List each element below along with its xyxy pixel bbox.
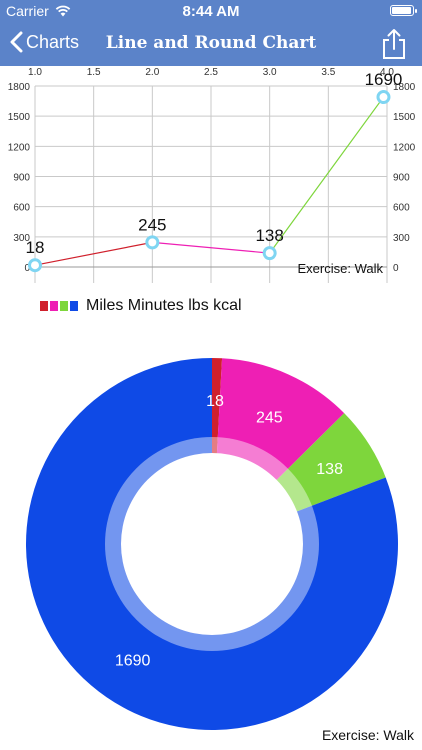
slice-label: 18: [206, 393, 224, 410]
x-tick-label: 1.0: [28, 67, 42, 78]
y-tick-label-left: 1800: [8, 82, 31, 93]
data-label: 1690: [365, 70, 403, 89]
data-point: [262, 246, 277, 261]
back-button-label: Charts: [26, 31, 80, 52]
y-tick-label-left: 600: [13, 203, 30, 214]
data-point: [145, 235, 160, 250]
y-tick-label-left: 1200: [8, 142, 31, 153]
line-segment: [269, 96, 384, 254]
slice-label: 138: [316, 461, 343, 478]
battery-fill: [392, 7, 411, 14]
chevron-left-icon: [10, 31, 23, 53]
line-chart: 1.0 1.5 2.0 2.5 3.0 3.5 4.0 0 0 300 300 600 600 900 90…: [8, 67, 416, 283]
y-tick-label-right: 1800: [393, 82, 416, 93]
line-segment: [34, 241, 153, 266]
data-label: 245: [138, 215, 166, 234]
share-icon[interactable]: [380, 28, 408, 60]
wifi-icon: [55, 5, 71, 17]
x-tick-label: 3.5: [321, 67, 335, 78]
battery-icon: [390, 5, 417, 16]
y-tick-label-right: 0: [393, 263, 399, 274]
page-title: Line and Round Chart: [105, 33, 317, 53]
y-tick-label-left: 0: [24, 263, 30, 274]
y-tick-label-right: 1500: [393, 112, 416, 123]
status-bar: Carrier 8:44 AM: [0, 0, 422, 22]
chart-annotation: Exercise: Walk: [322, 727, 415, 743]
navigation-bar: Charts Line and Round Chart: [0, 22, 422, 66]
legend-label: Miles Minutes lbs kcal: [86, 297, 242, 314]
carrier-label: Carrier: [6, 3, 49, 19]
y-tick-label-left: 1500: [8, 112, 31, 123]
carrier-indicator: Carrier: [6, 3, 71, 19]
data-label: 18: [26, 238, 45, 257]
slice-label: 1690: [115, 652, 151, 669]
line-segment: [152, 241, 270, 254]
legend-swatch-minutes: [50, 301, 58, 311]
data-point: [376, 90, 391, 105]
data-point: [28, 258, 42, 273]
legend-swatch-kcal: [70, 301, 78, 311]
status-time: 8:44 AM: [182, 3, 240, 20]
y-tick-label-right: 600: [393, 203, 410, 214]
x-tick-label: 2.5: [204, 67, 218, 78]
back-button[interactable]: Charts: [10, 31, 79, 53]
donut-hole: [121, 453, 303, 635]
chart-legend: Miles Minutes lbs kcal: [40, 297, 242, 315]
slice-label: 245: [256, 409, 283, 426]
data-label: 138: [255, 226, 283, 245]
y-tick-label-left: 300: [13, 233, 30, 244]
x-tick-label: 2.0: [145, 67, 159, 78]
y-tick-label-left: 900: [13, 173, 30, 184]
y-tick-label-right: 900: [393, 173, 410, 184]
x-tick-label: 1.5: [87, 67, 101, 78]
donut-chart: 18 245 138 1690 Exercise: Walk: [25, 358, 415, 743]
y-tick-label-right: 1200: [393, 142, 416, 153]
legend-swatch-miles: [40, 301, 48, 311]
chart-annotation: Exercise: Walk: [298, 261, 384, 276]
y-tick-label-right: 300: [393, 233, 410, 244]
legend-swatch-lbs: [60, 301, 68, 311]
x-tick-label: 3.0: [263, 67, 277, 78]
x-tick-label: 4.0: [380, 67, 394, 78]
